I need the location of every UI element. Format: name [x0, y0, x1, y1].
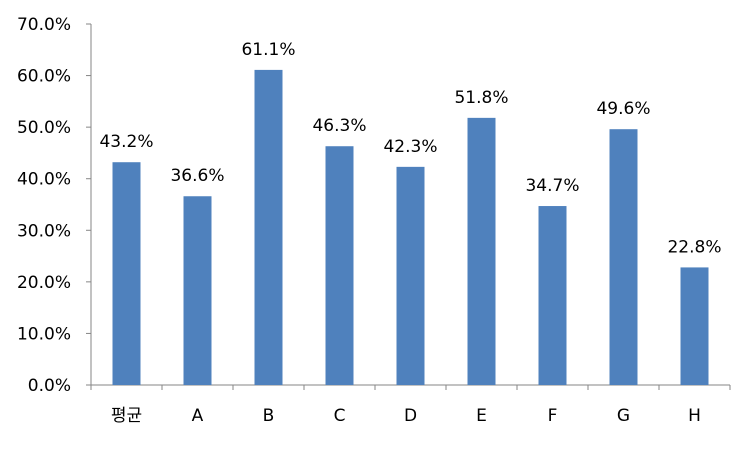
bar	[112, 162, 141, 385]
x-category-label: C	[334, 406, 346, 426]
bar	[325, 146, 354, 385]
x-category-label: H	[688, 406, 701, 426]
x-category-label: 평균	[111, 406, 142, 426]
x-category-label: D	[404, 406, 417, 426]
bar	[396, 166, 425, 385]
x-axis: 평균 A B C D E F G H	[90, 384, 731, 426]
bar	[183, 196, 212, 385]
y-tick-label: 40.0%	[17, 170, 71, 190]
bar	[680, 267, 709, 385]
x-category-label: F	[548, 406, 558, 426]
data-label: 34.7%	[525, 176, 579, 196]
data-label: 51.8%	[454, 88, 508, 108]
data-labels: 43.2% 36.6% 61.1% 46.3% 42.3% 51.8% 34.7% 49.6%…	[99, 40, 721, 258]
y-tick-label: 50.0%	[17, 118, 71, 138]
y-tick-label: 10.0%	[17, 324, 71, 344]
data-label: 49.6%	[596, 99, 650, 119]
bar	[609, 129, 638, 385]
data-label: 46.3%	[312, 116, 366, 136]
data-label: 36.6%	[170, 166, 224, 186]
data-label: 42.3%	[383, 137, 437, 157]
y-axis: 0.0% 10.0% 20.0% 30.0% 40.0% 50.0% 60.0% 70.0%	[17, 15, 92, 396]
x-category-label: A	[192, 406, 204, 426]
bars	[112, 69, 709, 386]
x-category-label: B	[263, 406, 275, 426]
bar	[467, 117, 496, 386]
data-label: 43.2%	[99, 132, 153, 152]
y-tick-label: 60.0%	[17, 67, 71, 87]
bar	[254, 69, 283, 386]
data-label: 22.8%	[667, 237, 721, 257]
y-tick-label: 70.0%	[17, 15, 71, 35]
x-category-label: G	[617, 406, 630, 426]
y-tick-label: 0.0%	[28, 376, 71, 396]
y-tick-label: 20.0%	[17, 273, 71, 293]
bar	[538, 206, 567, 385]
data-label: 61.1%	[241, 40, 295, 60]
y-tick-label: 30.0%	[17, 221, 71, 241]
x-category-label: E	[476, 406, 487, 426]
